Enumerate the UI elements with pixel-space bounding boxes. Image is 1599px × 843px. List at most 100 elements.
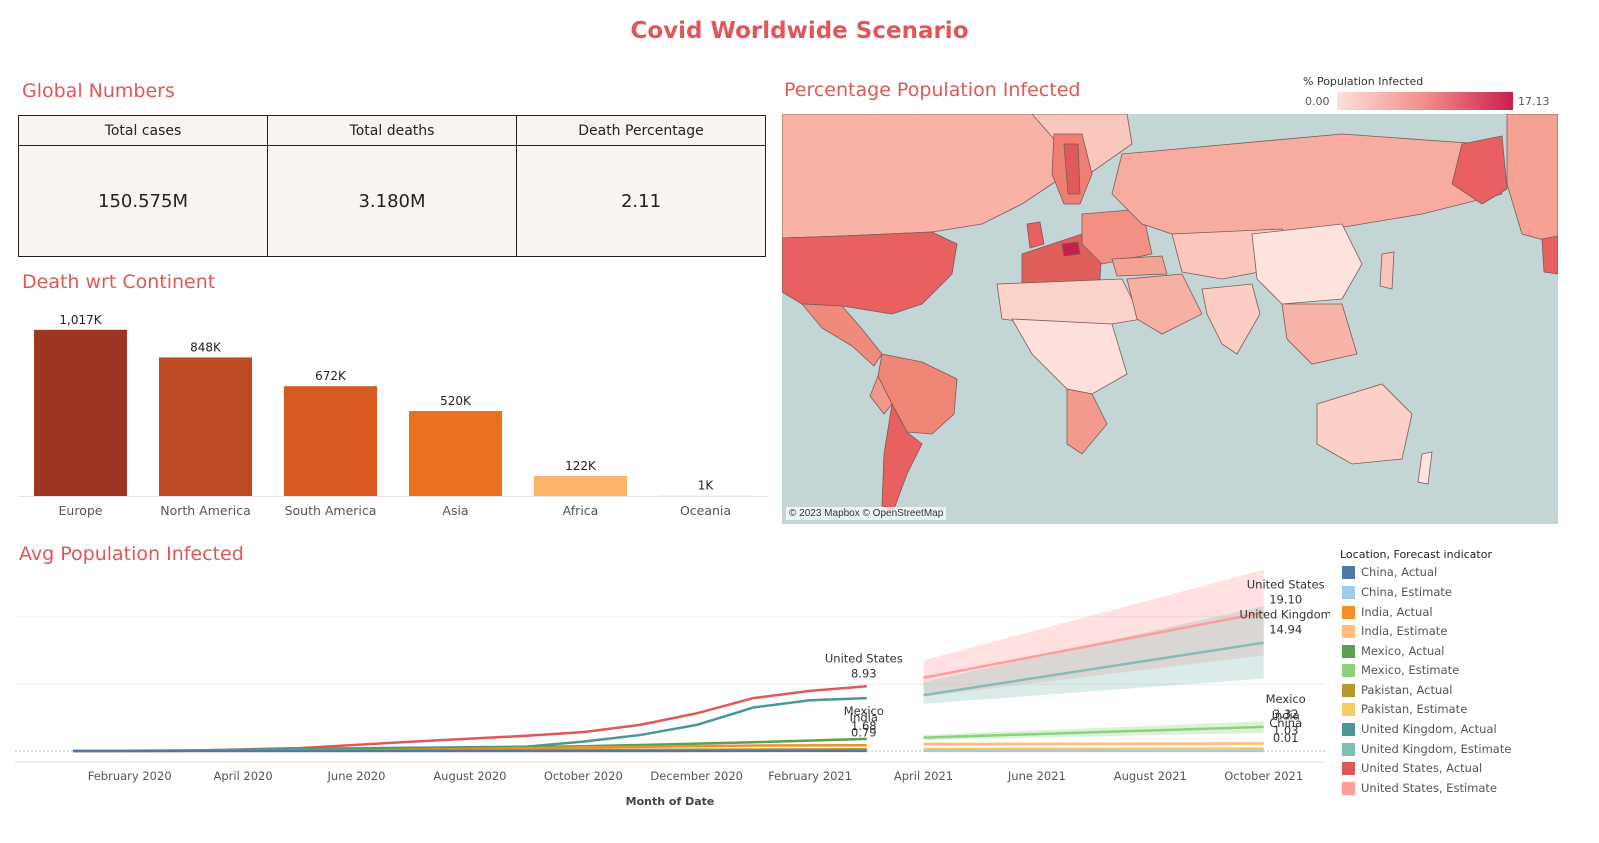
annotation-value: 14.94 — [1269, 623, 1302, 637]
forecast-band — [923, 721, 1264, 741]
legend-label: Pakistan, Estimate — [1361, 702, 1468, 716]
forecast-band — [923, 606, 1264, 704]
dashboard-title: Covid Worldwide Scenario — [630, 18, 969, 44]
legend-item[interactable]: Pakistan, Estimate — [1342, 702, 1467, 716]
bar-category-label: Africa — [563, 503, 599, 518]
map-country-new-zealand — [1417, 451, 1433, 485]
kpi-header: Total deaths — [268, 116, 516, 146]
annotation-label: Mexico — [1266, 692, 1306, 706]
kpi-value: 2.11 — [620, 190, 662, 212]
series-line[interactable] — [923, 641, 1264, 697]
annotation-label: India — [850, 710, 878, 724]
legend-label: India, Estimate — [1361, 624, 1448, 638]
legend-label: Mexico, Actual — [1361, 644, 1445, 658]
map-country-usa-west — [1541, 235, 1558, 275]
death-continent-bar-chart[interactable]: 1,017K Europe 848K North America 672K South A… — [0, 300, 780, 530]
map-country-middle-east — [1126, 273, 1203, 335]
map-legend-min: 0.00 — [1305, 95, 1330, 108]
x-tick-label: June 2020 — [327, 769, 386, 783]
kpi-value: 3.180M — [358, 190, 426, 212]
map-country-mexico — [801, 303, 883, 367]
legend-swatch — [1342, 605, 1355, 619]
death-continent-title: Death wrt Continent — [22, 271, 216, 293]
annotation-label: India — [1272, 709, 1300, 723]
map-country-russia — [1111, 133, 1503, 245]
map-country-uk — [1026, 221, 1045, 249]
map-country-india — [1201, 283, 1261, 355]
legend-item[interactable]: United States, Estimate — [1342, 781, 1497, 795]
legend-swatch — [1342, 663, 1355, 677]
bar-category-label: North America — [160, 503, 251, 518]
legend-label: United States, Estimate — [1361, 781, 1497, 795]
world-map[interactable]: © 2023 Mapbox © OpenStreetMap — [782, 114, 1558, 524]
bar-value-label: 122K — [565, 459, 597, 473]
legend-item[interactable]: Mexico, Estimate — [1342, 663, 1459, 677]
bar-europe[interactable] — [34, 329, 127, 496]
kpi-total-deaths[interactable]: Total deaths 3.180M — [268, 116, 517, 256]
legend-item[interactable]: Pakistan, Actual — [1342, 683, 1453, 697]
legend-label: United Kingdom, Estimate — [1361, 742, 1512, 756]
x-tick-label: August 2021 — [1114, 769, 1187, 783]
x-tick-label: August 2020 — [433, 769, 506, 783]
x-axis-title: Month of Date — [626, 795, 715, 808]
annotation-value: 8.93 — [851, 666, 877, 680]
kpi-header: Total cases — [19, 116, 267, 146]
bar-south-america[interactable] — [284, 386, 377, 496]
x-tick-label: April 2021 — [894, 769, 953, 783]
legend-item[interactable]: Mexico, Actual — [1342, 644, 1445, 658]
map-title: Percentage Population Infected — [784, 79, 1081, 101]
annotation-value: 3.32 — [1273, 707, 1299, 721]
legend-item[interactable]: United Kingdom, Actual — [1342, 722, 1497, 736]
legend-swatch — [1342, 702, 1355, 716]
legend-swatch — [1342, 585, 1355, 599]
annotation-label: United Kingdom — [1240, 608, 1330, 622]
kpi-death-percentage[interactable]: Death Percentage 2.11 — [517, 116, 765, 256]
legend-swatch — [1342, 683, 1355, 697]
x-tick-label: April 2020 — [213, 769, 272, 783]
bar-value-label: 520K — [440, 394, 472, 408]
annotation-label: China — [1269, 716, 1302, 730]
legend-item[interactable]: United Kingdom, Estimate — [1342, 742, 1511, 756]
map-country-argentina — [881, 402, 923, 510]
series-line[interactable] — [923, 725, 1264, 739]
bar-value-label: 848K — [190, 340, 222, 354]
bar-africa[interactable] — [534, 476, 627, 496]
x-tick-label: October 2021 — [1224, 769, 1303, 783]
map-country-sweden — [1063, 143, 1081, 195]
legend-swatch — [1342, 565, 1355, 579]
map-country-australia — [1316, 383, 1413, 465]
map-country-peru — [869, 375, 893, 415]
legend-label: United Kingdom, Actual — [1361, 722, 1497, 736]
annotation-value: 1.03 — [1273, 724, 1299, 738]
legend-item[interactable]: China, Actual — [1342, 565, 1437, 579]
legend-label: China, Estimate — [1361, 585, 1452, 599]
global-numbers-title: Global Numbers — [22, 80, 175, 102]
legend-swatch — [1342, 644, 1355, 658]
bar-north-america[interactable] — [159, 357, 252, 496]
legend-swatch — [1342, 624, 1355, 638]
legend-item[interactable]: India, Actual — [1342, 605, 1433, 619]
legend-label: India, Actual — [1361, 605, 1433, 619]
map-country-usa — [782, 231, 958, 315]
avg-infected-line-chart[interactable]: February 2020 April 2020 June 2020 August 2… — [0, 570, 1330, 810]
map-country-central-africa — [1011, 318, 1128, 395]
legend-item[interactable]: India, Estimate — [1342, 624, 1447, 638]
legend-item[interactable]: United States, Actual — [1342, 761, 1482, 775]
legend-label: Pakistan, Actual — [1361, 683, 1453, 697]
legend-label: United States, Actual — [1361, 761, 1483, 775]
map-legend-title: % Population Infected — [1303, 75, 1424, 88]
bar-asia[interactable] — [409, 411, 502, 496]
map-country-canada — [782, 114, 1093, 239]
kpi-total-cases[interactable]: Total cases 150.575M — [19, 116, 268, 256]
legend-item[interactable]: China, Estimate — [1342, 585, 1452, 599]
map-legend-gradient — [1337, 92, 1513, 110]
legend-label: Mexico, Estimate — [1361, 663, 1460, 677]
legend-swatch — [1342, 742, 1355, 756]
annotation-label: United States — [1247, 578, 1325, 592]
annotation-label: Mexico — [844, 704, 884, 718]
bar-oceania[interactable] — [659, 495, 752, 497]
series-line[interactable] — [923, 611, 1264, 680]
series-line[interactable] — [923, 742, 1264, 746]
map-country-southern-africa — [1066, 388, 1108, 455]
world-map-shapes — [782, 114, 1558, 510]
